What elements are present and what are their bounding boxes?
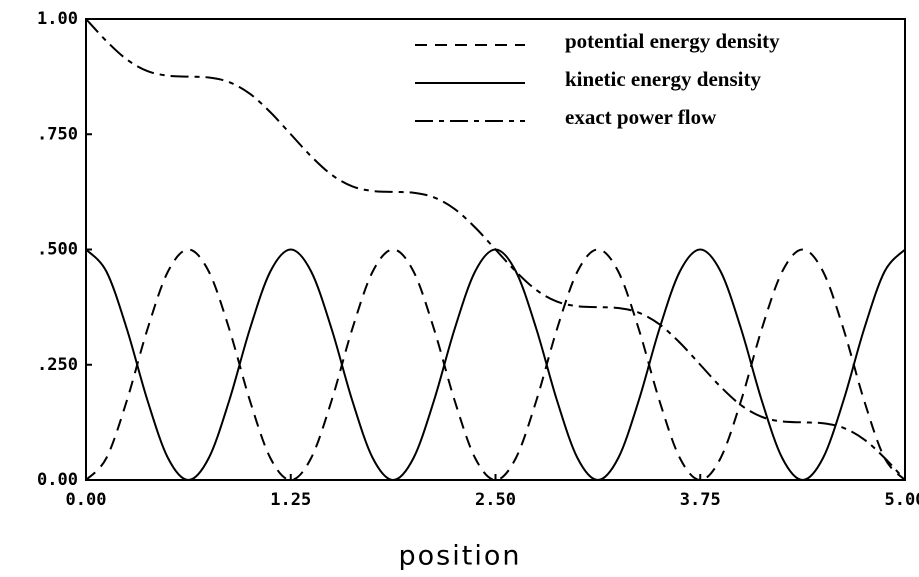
x-tick-label: 1.25 (270, 490, 311, 510)
x-tick-label: 2.50 (475, 490, 516, 510)
y-tick-label: .750 (37, 124, 78, 144)
x-tick-label: 0.00 (66, 490, 107, 510)
series-line (85, 248, 906, 482)
legend-label: potential energy density (565, 29, 780, 53)
y-tick-label: .250 (37, 355, 78, 375)
y-tick-label: .500 (37, 240, 78, 260)
x-tick-label: 3.75 (680, 490, 721, 510)
series-line (85, 248, 906, 482)
x-axis-label: position (399, 541, 522, 572)
y-tick-label: 0.00 (37, 470, 78, 490)
legend-label: exact power flow (565, 105, 717, 129)
y-tick-label: 1.00 (37, 9, 78, 29)
legend-label: kinetic energy density (565, 67, 761, 91)
x-tick-label: 5.00 (885, 490, 919, 510)
series-line (85, 18, 906, 481)
